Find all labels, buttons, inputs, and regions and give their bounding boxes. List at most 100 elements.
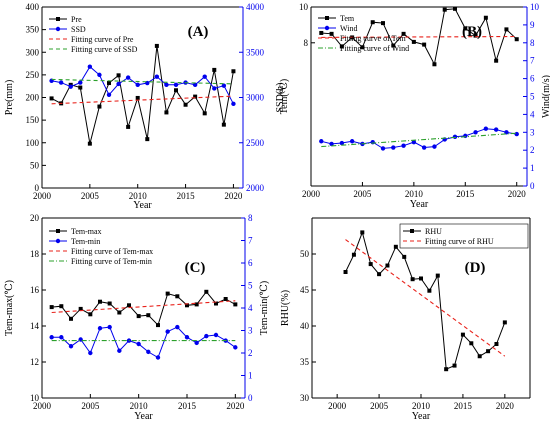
- data-point: [442, 7, 447, 12]
- x-axis-label: Year: [410, 199, 429, 210]
- data-point: [116, 81, 121, 87]
- x-tick-label: 2000: [33, 191, 52, 201]
- y-right-tick-label: 7: [248, 236, 253, 246]
- data-point: [174, 88, 178, 93]
- data-point: [87, 64, 93, 69]
- data-point: [452, 363, 457, 368]
- y-right-tick-label: 0: [248, 393, 253, 403]
- series-line-2: [51, 95, 234, 105]
- x-tick-label: 2020: [226, 401, 245, 411]
- y-right-tick-label: 2500: [246, 138, 265, 148]
- y-right-tick-label: 2: [530, 145, 535, 155]
- data-point: [175, 294, 180, 299]
- legend-label: Fitting curve of Pre: [71, 35, 134, 44]
- panel-tag: (A): [188, 24, 209, 40]
- data-point: [155, 355, 161, 360]
- data-point: [391, 43, 396, 48]
- x-axis-label: Year: [133, 200, 152, 211]
- data-point: [223, 297, 228, 301]
- legend-label: SSD: [71, 25, 86, 34]
- data-point: [486, 349, 491, 354]
- y-right-tick-label: 3: [530, 127, 535, 137]
- data-point: [98, 299, 102, 304]
- data-point: [483, 126, 489, 131]
- chart-panel-4: 2000 2005 2010 2015 2020 30 35 40 45 50 Year RHU(%)…: [280, 217, 531, 422]
- data-point: [193, 94, 198, 99]
- data-point: [469, 341, 474, 346]
- data-point: [125, 75, 131, 80]
- data-point: [116, 73, 121, 78]
- y-right-tick-label: 6: [530, 74, 535, 84]
- data-point: [78, 85, 83, 90]
- data-point: [410, 277, 415, 282]
- y-right-tick-label: 5: [248, 281, 253, 291]
- data-point: [58, 80, 64, 85]
- panel-tag: (D): [465, 260, 486, 276]
- data-point: [393, 244, 398, 249]
- y-left-tick-label: 400: [26, 2, 40, 12]
- x-tick-label: 2015: [456, 189, 475, 199]
- legend-label: RHU: [425, 227, 442, 236]
- x-tick-label: 2005: [81, 401, 100, 411]
- x-tick-label: 2015: [454, 401, 473, 411]
- legend-label: Fitting curve of RHU: [425, 237, 494, 246]
- data-point: [212, 86, 217, 91]
- data-point: [204, 289, 209, 294]
- data-point: [194, 302, 199, 307]
- data-point: [87, 141, 92, 146]
- y-right-tick-label: 5: [530, 92, 535, 102]
- y-left-tick-label: 16: [30, 285, 40, 295]
- data-point: [502, 320, 507, 325]
- series-line-1: [321, 128, 517, 149]
- legend-label: Tem: [340, 14, 355, 23]
- data-point: [343, 270, 348, 274]
- legend-label: Tem-max: [71, 227, 102, 236]
- legend-label: Fitting curve of Wind: [340, 44, 409, 53]
- data-point: [370, 139, 375, 145]
- x-tick-label: 2005: [81, 191, 100, 201]
- series-line-3: [321, 132, 517, 148]
- legend-label: Fitting curve of Tem-max: [71, 247, 153, 256]
- y-right-tick-label: 4000: [246, 2, 265, 12]
- data-point: [59, 304, 64, 309]
- data-point: [422, 42, 427, 47]
- data-point: [165, 329, 170, 334]
- data-point: [202, 111, 207, 116]
- legend-label: Pre: [71, 15, 82, 24]
- data-point: [117, 310, 122, 315]
- data-point: [164, 82, 169, 88]
- y-left-tick-label: 300: [26, 47, 40, 57]
- x-tick-label: 2015: [178, 401, 197, 411]
- data-point: [381, 21, 385, 26]
- data-point: [136, 341, 141, 347]
- data-point: [78, 306, 83, 311]
- x-tick-label: 2000: [302, 189, 321, 199]
- y-left-tick-label: 150: [26, 115, 40, 125]
- data-point: [402, 254, 407, 259]
- data-point: [411, 139, 417, 145]
- data-point: [453, 6, 457, 11]
- x-tick-label: 2010: [412, 401, 431, 411]
- y-right-tick-label: 3500: [246, 47, 265, 57]
- data-point: [154, 43, 159, 48]
- data-point: [145, 137, 150, 142]
- y-left-tick-label: 0: [35, 183, 40, 193]
- x-axis-label: Year: [134, 411, 153, 422]
- chart-panel-2: 2000 2005 2010 2015 2020 8 10 0 1 2 3 4 5 6 7 8 9 10 Year T…: [279, 2, 550, 210]
- data-point: [460, 332, 465, 337]
- data-point: [78, 80, 83, 85]
- x-tick-label: 2020: [224, 191, 243, 201]
- data-point: [185, 303, 189, 308]
- data-point: [97, 326, 103, 331]
- y-axis-left-label: Pre(mm): [4, 80, 15, 116]
- data-point: [401, 31, 406, 36]
- y-right-tick-label: 3000: [246, 93, 265, 103]
- data-point: [231, 69, 236, 74]
- data-point: [127, 303, 131, 308]
- data-point: [432, 62, 437, 67]
- legend-marker: [324, 25, 330, 31]
- data-point: [97, 104, 102, 109]
